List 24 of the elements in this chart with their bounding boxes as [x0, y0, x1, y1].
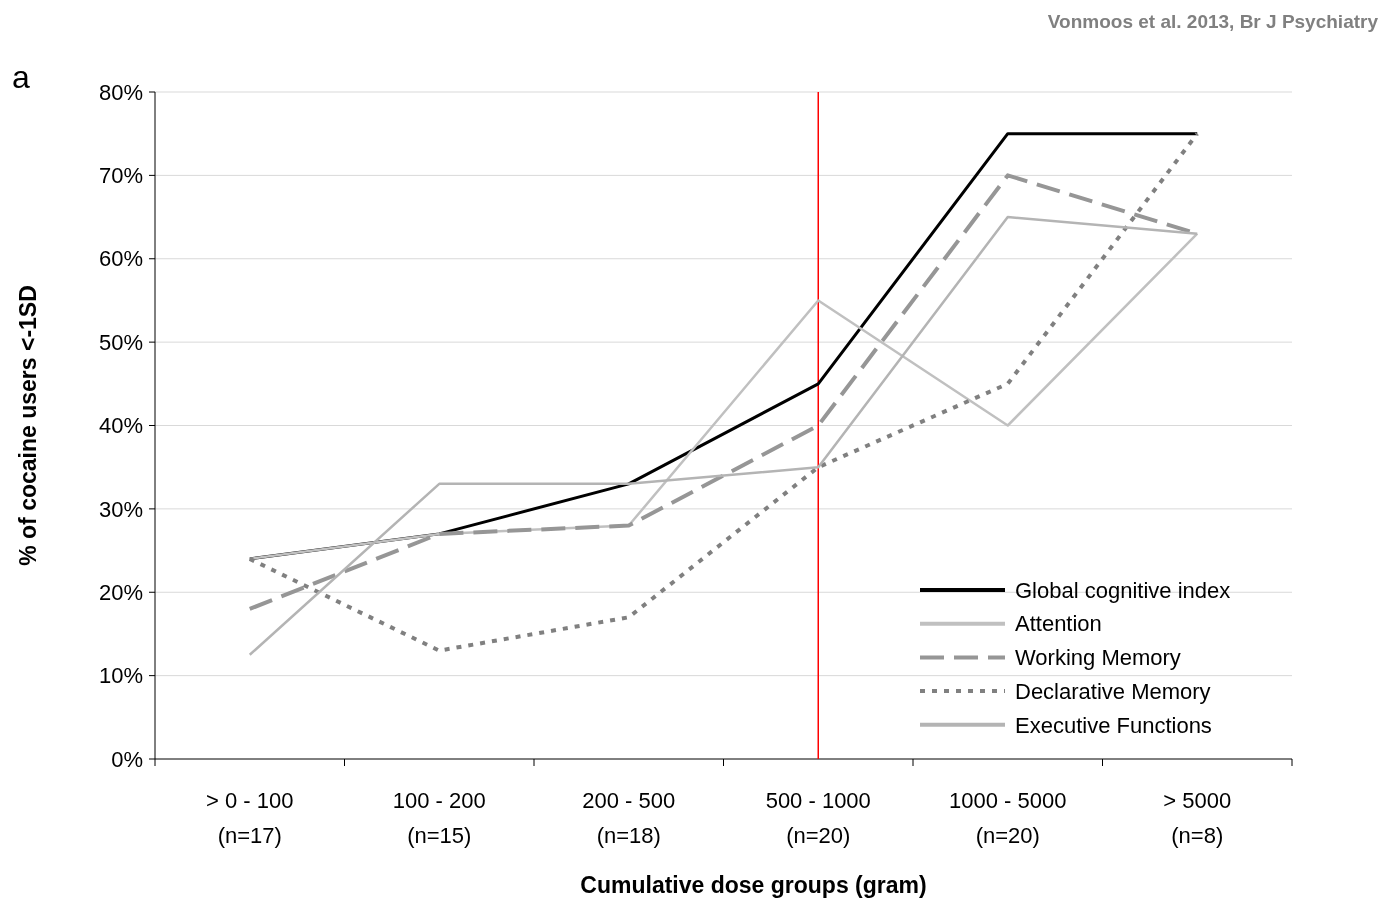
x-tick-label: 1000 - 5000 (n=20)	[949, 788, 1067, 848]
text: Vonmoos et al. 2013, Br J Psychiatry	[1047, 11, 1379, 32]
legend-label: Attention	[1015, 611, 1102, 637]
y-tick-label: 0%	[111, 746, 143, 772]
legend-label: Working Memory	[1015, 645, 1181, 671]
text: a	[12, 59, 30, 95]
x-tick-label: > 0 - 100 (n=17)	[206, 788, 294, 848]
x-axis-title: Cumulative dose groups (gram)	[580, 872, 927, 898]
y-tick-label: 30%	[98, 496, 143, 522]
y-tick-label: 70%	[98, 163, 143, 189]
legend-label: Global cognitive index	[1015, 577, 1231, 603]
legend-label: Declarative Memory	[1015, 678, 1211, 704]
y-tick-label: 20%	[98, 579, 143, 605]
legend-label: Executive Functions	[1015, 712, 1212, 738]
y-axis-title: % of cocaine users <-1SD	[15, 285, 41, 566]
x-tick-label: 500 - 1000 (n=20)	[765, 788, 871, 848]
y-tick-label: 50%	[98, 329, 143, 355]
y-tick-label: 60%	[98, 246, 143, 272]
x-tick-label: 200 - 500 (n=18)	[582, 788, 676, 848]
y-tick-label: 80%	[98, 79, 143, 105]
y-tick-label: 40%	[98, 413, 143, 439]
y-tick-label: 10%	[98, 663, 143, 689]
x-tick-label: 100 - 200 (n=15)	[392, 788, 486, 848]
x-tick-label: > 5000 (n=8)	[1163, 788, 1232, 848]
